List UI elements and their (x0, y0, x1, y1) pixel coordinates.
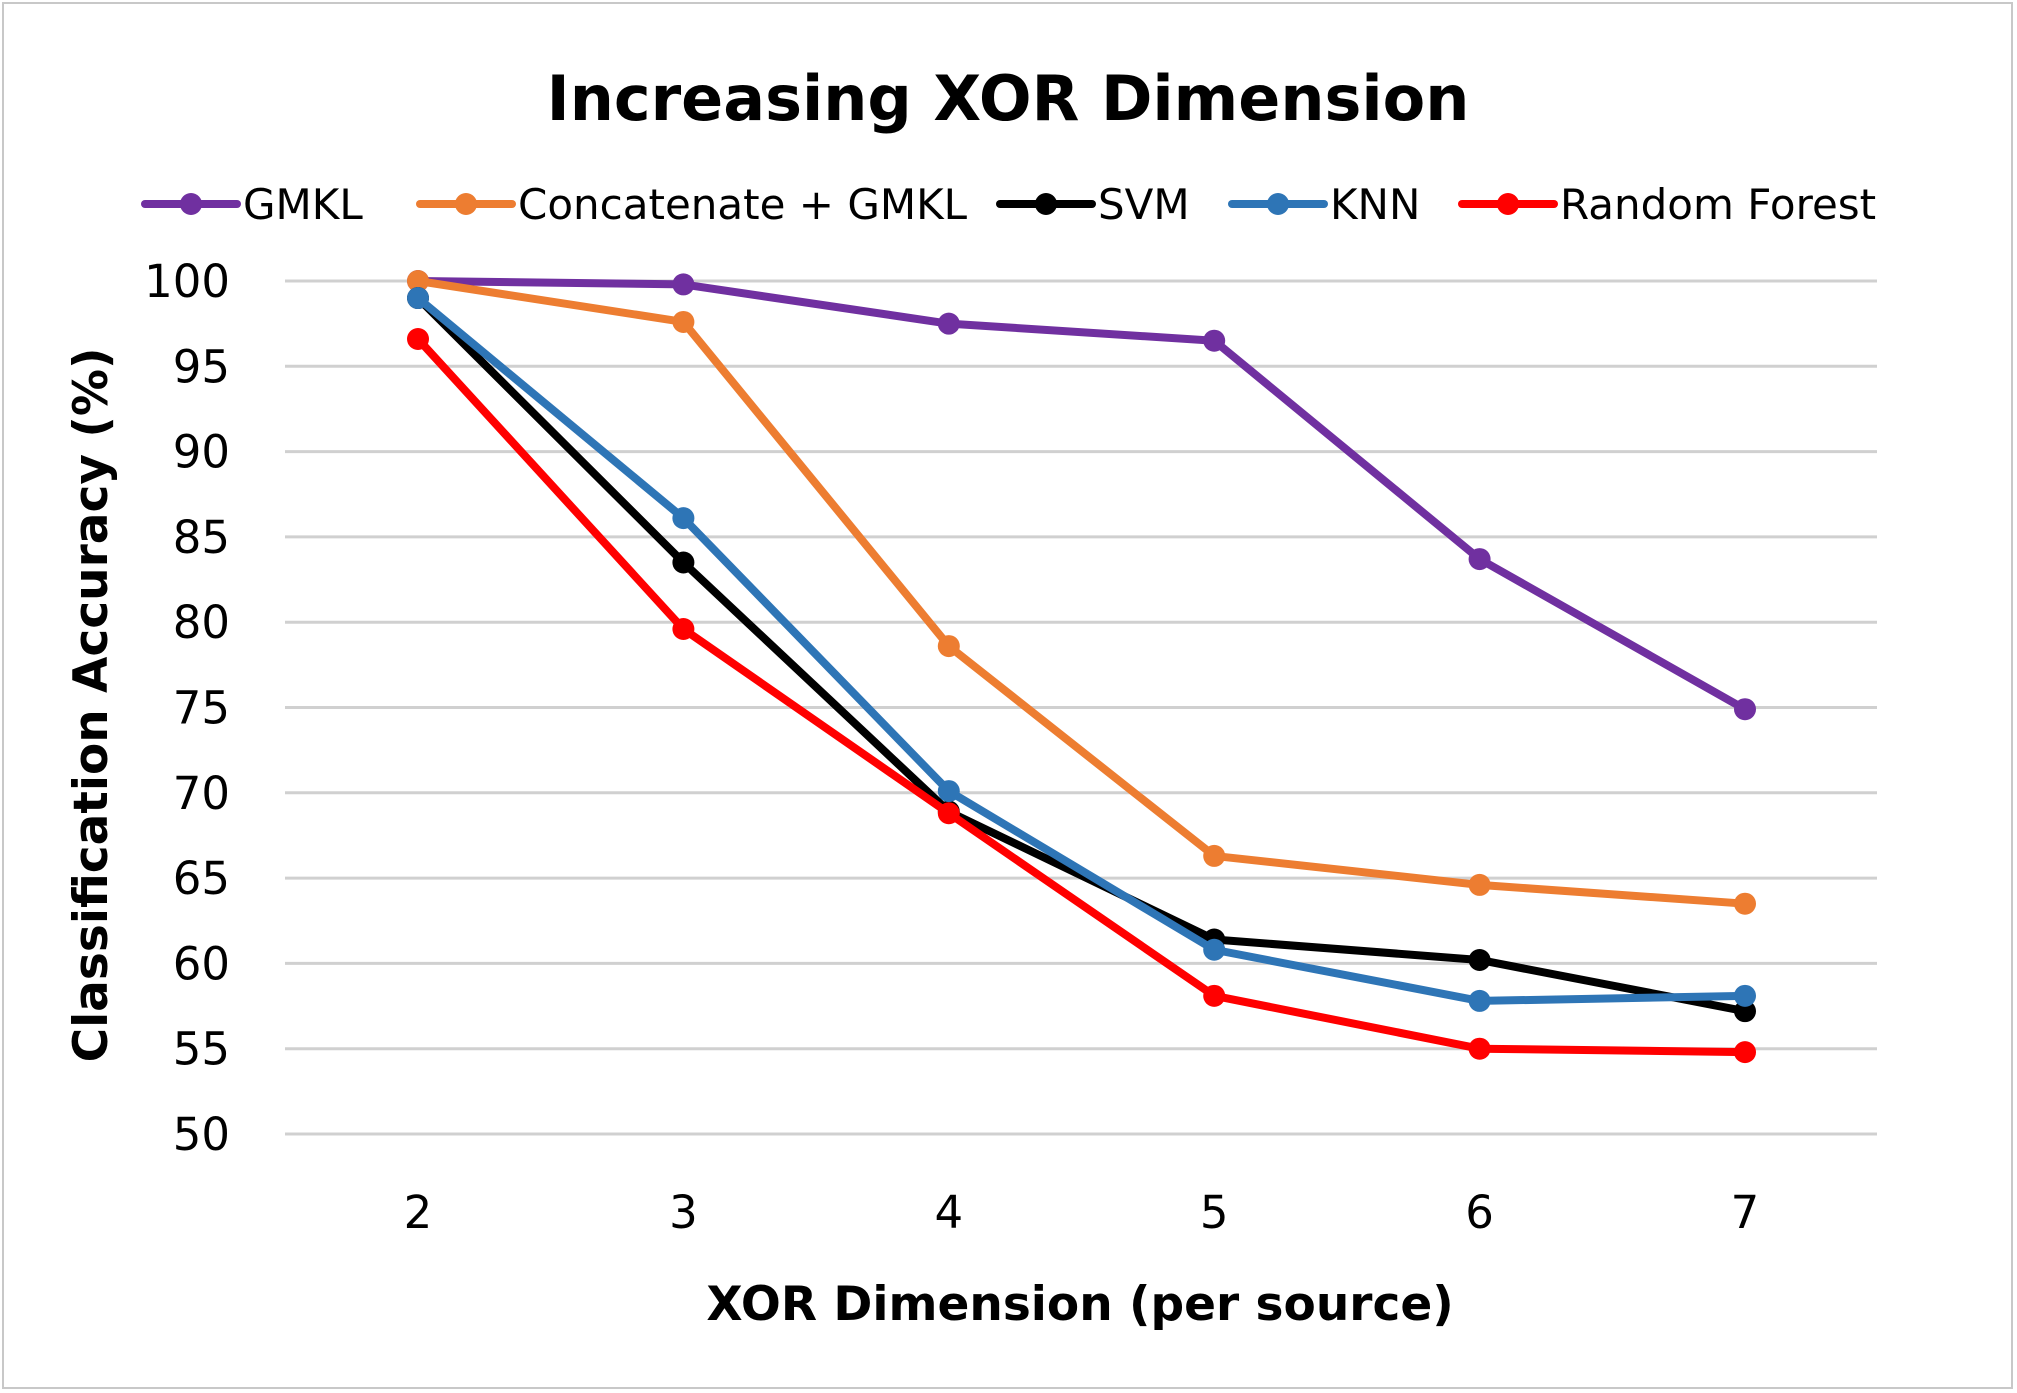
series-line-gmkl (414, 277, 1749, 714)
data-point-gmkl (1734, 698, 1756, 721)
data-point-random-forest (407, 328, 429, 351)
data-point-gmkl (1468, 548, 1491, 571)
chart-title: Increasing XOR Dimension (547, 62, 1470, 135)
data-point-knn (672, 507, 695, 530)
x-axis-label: XOR Dimension (per source) (706, 1277, 1453, 1332)
y-axis-ticks: 50 55 60 65 70 75 80 85 90 95 100 (144, 255, 230, 1161)
legend-swatch-marker (1497, 193, 1519, 215)
y-axis-label: Classification Accuracy (%) (64, 348, 119, 1063)
series-concatenate-gmkl (407, 270, 1756, 915)
series-knn (407, 287, 1756, 1012)
y-tick-label: 55 (173, 1023, 230, 1076)
legend-item-gmkl: GMKL (141, 180, 363, 229)
legend-item-concatenate-gmkl: Concatenate + GMKL (416, 180, 968, 229)
y-tick-label: 75 (173, 682, 230, 735)
data-point-random-forest (672, 618, 695, 641)
data-point-concatenate-gmkl (1203, 844, 1226, 867)
legend-swatch-marker (180, 193, 202, 215)
data-point-knn (1468, 989, 1491, 1012)
series-gmkl (407, 270, 1756, 721)
series-line-knn (414, 294, 1749, 1005)
y-tick-label: 50 (173, 1108, 230, 1161)
series-random-forest (407, 328, 1756, 1064)
data-point-svm (1468, 948, 1491, 971)
x-tick-label: 7 (1731, 1186, 1760, 1239)
data-point-gmkl (937, 312, 960, 335)
x-tick-label: 4 (934, 1186, 963, 1239)
data-point-knn (937, 780, 960, 803)
data-point-concatenate-gmkl (937, 635, 960, 658)
legend: GMKL Concatenate + GMKL SVM KNN Random Fores… (141, 180, 1876, 229)
data-point-gmkl (1203, 329, 1226, 352)
data-point-gmkl (672, 273, 695, 296)
data-point-random-forest (937, 802, 960, 825)
legend-label: Random Forest (1560, 180, 1876, 229)
data-point-svm (1734, 1000, 1756, 1023)
y-tick-label: 60 (173, 937, 230, 990)
y-tick-label: 100 (144, 255, 230, 308)
y-tick-label: 85 (173, 511, 230, 564)
data-point-knn (407, 287, 429, 310)
data-point-random-forest (1468, 1037, 1491, 1060)
x-tick-label: 5 (1200, 1186, 1229, 1239)
legend-item-knn: KNN (1228, 180, 1420, 229)
legend-swatch-marker (455, 193, 477, 215)
y-tick-label: 80 (173, 596, 230, 649)
data-point-concatenate-gmkl (1734, 892, 1756, 915)
x-tick-label: 2 (404, 1186, 433, 1239)
series-svm (407, 287, 1756, 1023)
legend-swatch-marker (1035, 193, 1057, 215)
series-line-concatenate-gmkl (414, 277, 1749, 908)
legend-item-svm: SVM (996, 180, 1190, 229)
x-tick-label: 3 (669, 1186, 698, 1239)
legend-item-random-forest: Random Forest (1458, 180, 1876, 229)
y-tick-label: 95 (173, 340, 230, 393)
data-point-random-forest (1734, 1041, 1756, 1064)
data-point-concatenate-gmkl (1468, 873, 1491, 896)
legend-label: KNN (1330, 180, 1420, 229)
series-line-svm (414, 294, 1749, 1016)
y-tick-label: 70 (173, 767, 230, 820)
data-point-knn (1734, 984, 1756, 1007)
y-tick-label: 90 (173, 426, 230, 479)
data-point-knn (1203, 938, 1226, 961)
legend-swatch-marker (1267, 193, 1289, 215)
x-tick-label: 6 (1465, 1186, 1494, 1239)
y-tick-label: 65 (173, 852, 230, 905)
data-point-svm (672, 551, 695, 574)
x-axis-ticks: 2 3 4 5 6 7 (404, 1186, 1760, 1239)
data-point-random-forest (1203, 984, 1226, 1007)
legend-label: GMKL (243, 180, 363, 229)
legend-label: Concatenate + GMKL (518, 180, 968, 229)
data-point-concatenate-gmkl (407, 270, 429, 292)
series-group (407, 270, 1756, 1064)
data-point-concatenate-gmkl (672, 310, 695, 333)
legend-label: SVM (1098, 180, 1190, 229)
series-line-random-forest (414, 335, 1749, 1057)
